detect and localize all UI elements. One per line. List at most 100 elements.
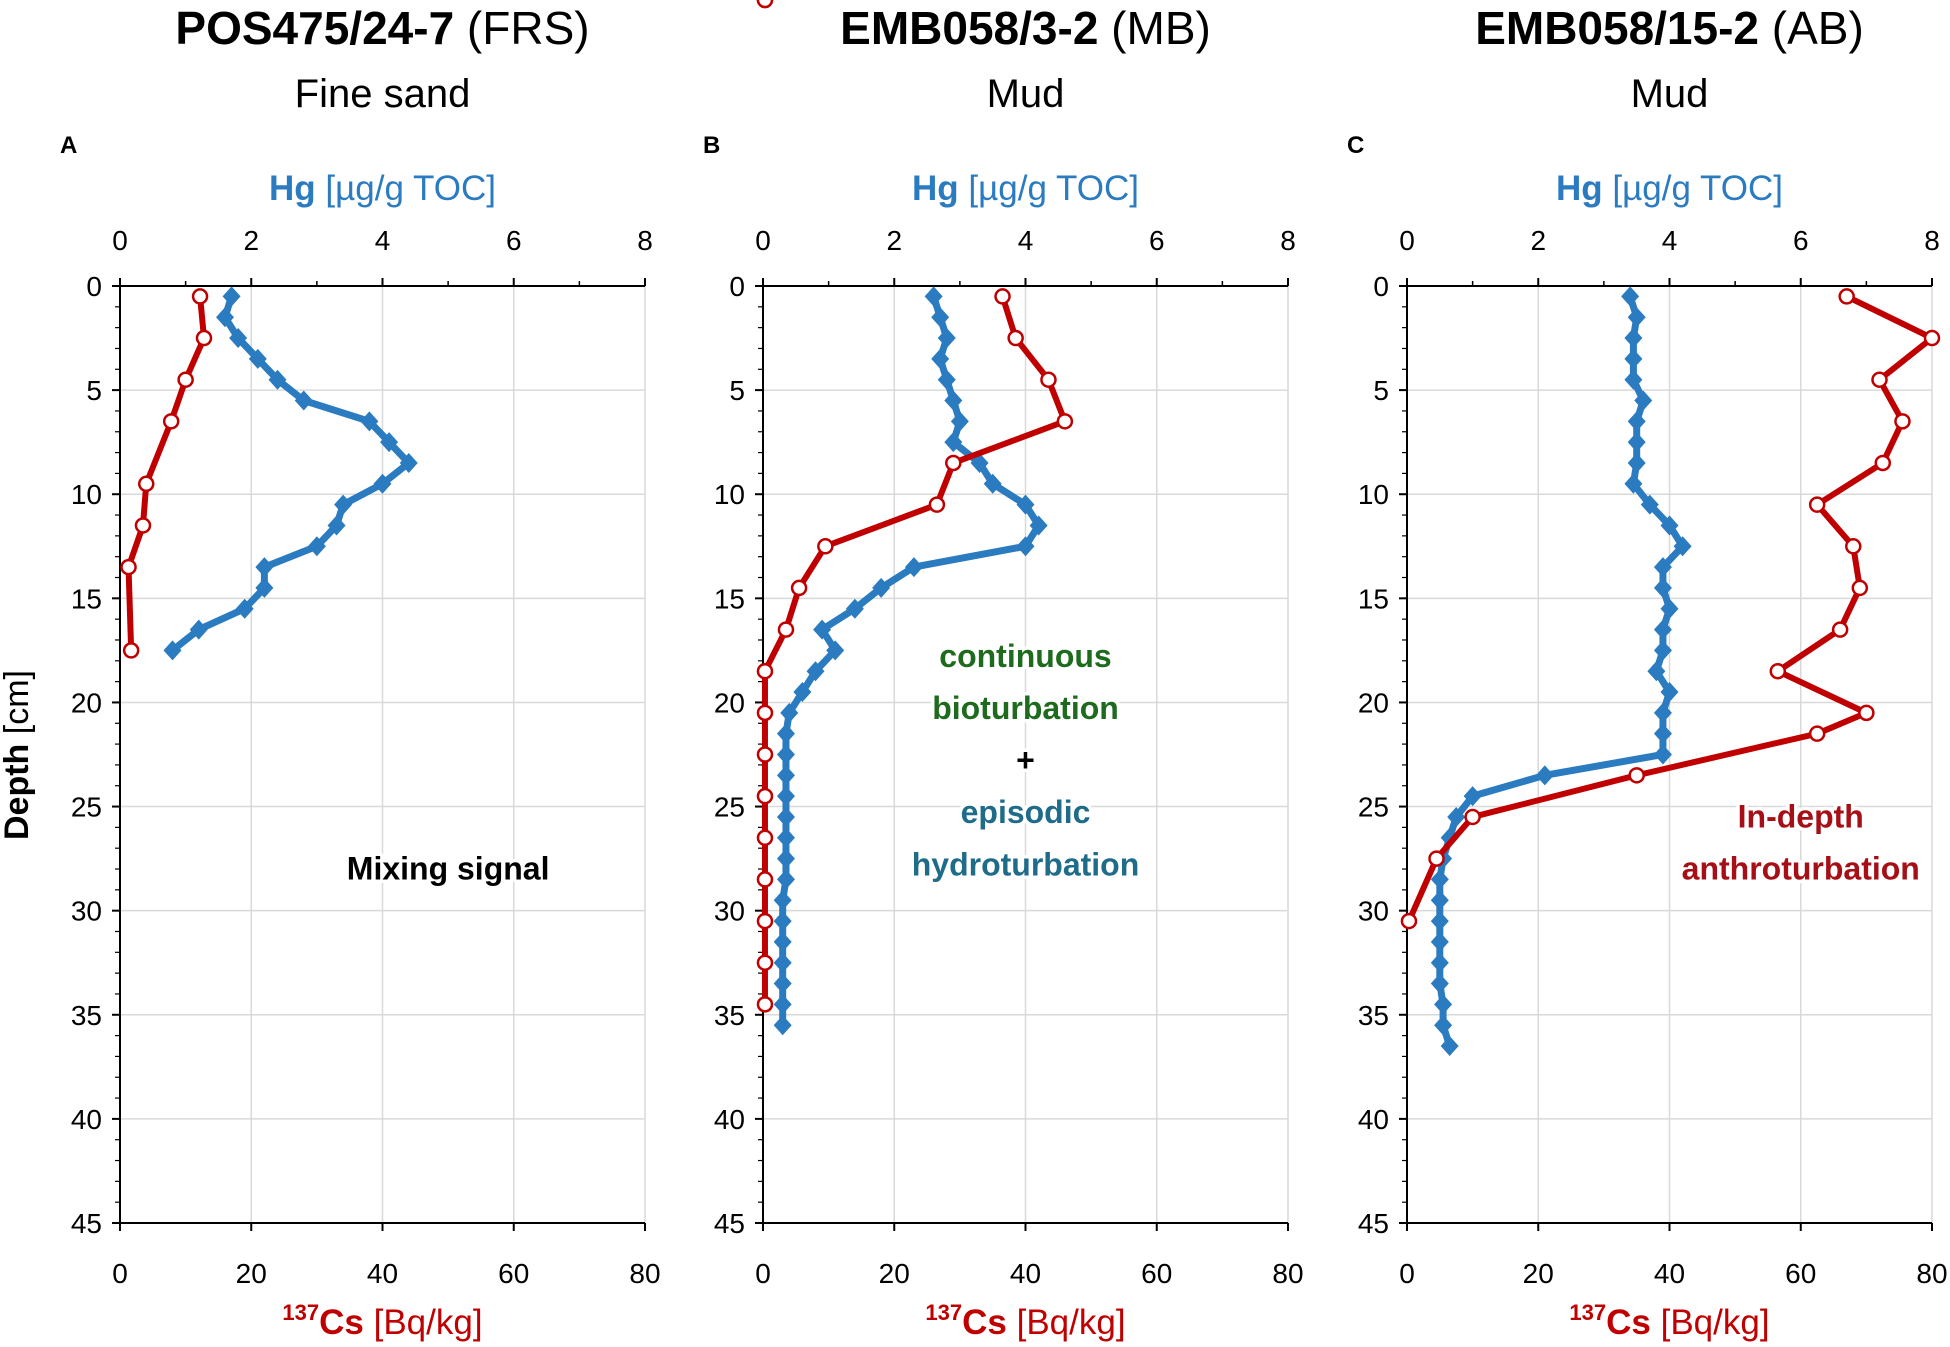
hg-series-line bbox=[1436, 295, 1687, 1048]
cs-data-point bbox=[1769, 662, 1787, 680]
bottom-tick-label: 60 bbox=[1141, 1258, 1172, 1289]
bottom-tick-label: 20 bbox=[1523, 1258, 1554, 1289]
hg-data-point bbox=[1029, 515, 1048, 536]
panel-letter: A bbox=[60, 132, 77, 159]
cs-data-point bbox=[1056, 413, 1074, 430]
hg-data-point bbox=[845, 598, 864, 619]
panel-a: POS475/24-7 (FRS) Fine sand A Hg [µg/g TOC]… bbox=[60, 2, 661, 1342]
hg-data-point bbox=[255, 577, 274, 598]
hg-data-point bbox=[776, 827, 795, 848]
depth-tick-label: 0 bbox=[86, 271, 102, 302]
panel-title: EMB058/3-2 (MB) bbox=[840, 2, 1211, 54]
depth-tick-label: 0 bbox=[1373, 271, 1389, 302]
cs-data-point bbox=[756, 829, 774, 847]
hg-data-point bbox=[776, 765, 795, 786]
cs-axis-label-symbol: Cs bbox=[319, 1303, 364, 1342]
top-tick-label: 8 bbox=[1924, 225, 1940, 256]
hg-data-point bbox=[235, 598, 254, 619]
hg-data-point bbox=[163, 640, 182, 661]
cs-axis-label-mass-number: 137 bbox=[1569, 1300, 1606, 1325]
hg-data-point bbox=[1440, 1036, 1459, 1057]
depth-tick-label: 40 bbox=[71, 1104, 102, 1135]
annotation-text: Mixing signal bbox=[347, 850, 550, 886]
depth-tick-label: 30 bbox=[714, 896, 745, 927]
cs-data-point bbox=[945, 454, 962, 472]
hg-data-point bbox=[1016, 494, 1035, 515]
hg-data-point bbox=[937, 369, 956, 390]
hg-data-point bbox=[229, 328, 248, 349]
depth-tick-label: 10 bbox=[714, 479, 745, 510]
cs-data-point bbox=[1808, 725, 1826, 742]
cs-axis-label: 137Cs [Bq/kg] bbox=[1569, 1300, 1769, 1342]
cs-axis-label-symbol: Cs bbox=[1606, 1303, 1651, 1342]
hg-data-point bbox=[944, 432, 963, 453]
hg-axis-label-unit: [µg/g TOC] bbox=[1603, 169, 1783, 208]
hg-data-point bbox=[872, 577, 891, 598]
hg-data-point bbox=[1653, 723, 1672, 744]
cs-data-point bbox=[1838, 288, 1855, 305]
cs-data-point bbox=[195, 329, 213, 347]
bottom-tick-label: 80 bbox=[1272, 1258, 1303, 1289]
bottom-tick-label: 80 bbox=[1916, 1258, 1947, 1289]
depth-tick-label: 20 bbox=[71, 687, 102, 718]
top-tick-label: 6 bbox=[1793, 225, 1809, 256]
hg-data-point bbox=[773, 931, 792, 952]
hg-series-line bbox=[170, 295, 413, 654]
depth-tick-label: 40 bbox=[714, 1104, 745, 1135]
annotation-text: hydroturbation bbox=[912, 846, 1140, 882]
hg-data-point bbox=[1653, 640, 1672, 661]
hg-data-point bbox=[373, 473, 392, 494]
cs-data-point bbox=[1007, 329, 1024, 347]
annotation-text: anthroturbation bbox=[1682, 850, 1920, 886]
cs-data-point bbox=[191, 288, 209, 305]
cs-data-point bbox=[1874, 454, 1892, 472]
hg-data-point bbox=[780, 702, 799, 723]
hg-data-point bbox=[255, 557, 274, 578]
panel-letter: B bbox=[703, 132, 720, 159]
hg-data-point bbox=[1016, 536, 1035, 557]
cs-data-point bbox=[756, 871, 774, 888]
depth-tick-label: 15 bbox=[1358, 583, 1389, 614]
hg-axis-label-symbol: Hg bbox=[1556, 169, 1603, 208]
hg-data-point bbox=[1653, 557, 1672, 578]
depth-tick-label: 25 bbox=[71, 792, 102, 823]
hg-data-point bbox=[1624, 348, 1643, 369]
depth-axis-label-unit: [cm] bbox=[0, 670, 36, 744]
hg-data-point bbox=[1653, 702, 1672, 723]
hg-data-point bbox=[1430, 911, 1449, 932]
depth-tick-label: 35 bbox=[71, 1000, 102, 1031]
panel-title: EMB058/15-2 (AB) bbox=[1475, 2, 1864, 54]
cs-data-point bbox=[817, 538, 834, 555]
hg-data-point bbox=[1430, 890, 1449, 911]
cs-data-point bbox=[756, 662, 774, 680]
depth-tick-label: 0 bbox=[729, 271, 745, 302]
panel-title-code: EMB058/15-2 bbox=[1475, 2, 1759, 54]
hg-data-point bbox=[268, 369, 287, 390]
hg-data-point bbox=[776, 806, 795, 827]
hg-data-point bbox=[924, 286, 943, 307]
panel-title-type: (MB) bbox=[1098, 2, 1210, 54]
hg-data-point bbox=[1653, 577, 1672, 598]
cs-data-point bbox=[994, 288, 1011, 305]
depth-tick-label: 45 bbox=[71, 1208, 102, 1239]
panel-subtitle: Mud bbox=[987, 72, 1065, 116]
hg-data-point bbox=[904, 557, 923, 578]
cs-data-point bbox=[1831, 621, 1849, 638]
cs-data-point bbox=[1858, 704, 1875, 722]
depth-tick-label: 5 bbox=[729, 375, 745, 406]
hg-data-point bbox=[937, 328, 956, 349]
hg-data-point bbox=[1627, 411, 1646, 432]
hg-data-point bbox=[776, 786, 795, 807]
hg-data-point bbox=[1535, 765, 1554, 786]
hg-data-point bbox=[360, 411, 379, 432]
hg-data-point bbox=[1653, 744, 1672, 765]
hg-data-point bbox=[773, 952, 792, 973]
depth-tick-label: 15 bbox=[71, 583, 102, 614]
top-tick-label: 8 bbox=[637, 225, 653, 256]
cs-data-point bbox=[928, 496, 946, 513]
cs-data-point bbox=[790, 579, 808, 597]
hg-data-point bbox=[1621, 286, 1640, 307]
hg-data-point bbox=[1430, 869, 1449, 890]
